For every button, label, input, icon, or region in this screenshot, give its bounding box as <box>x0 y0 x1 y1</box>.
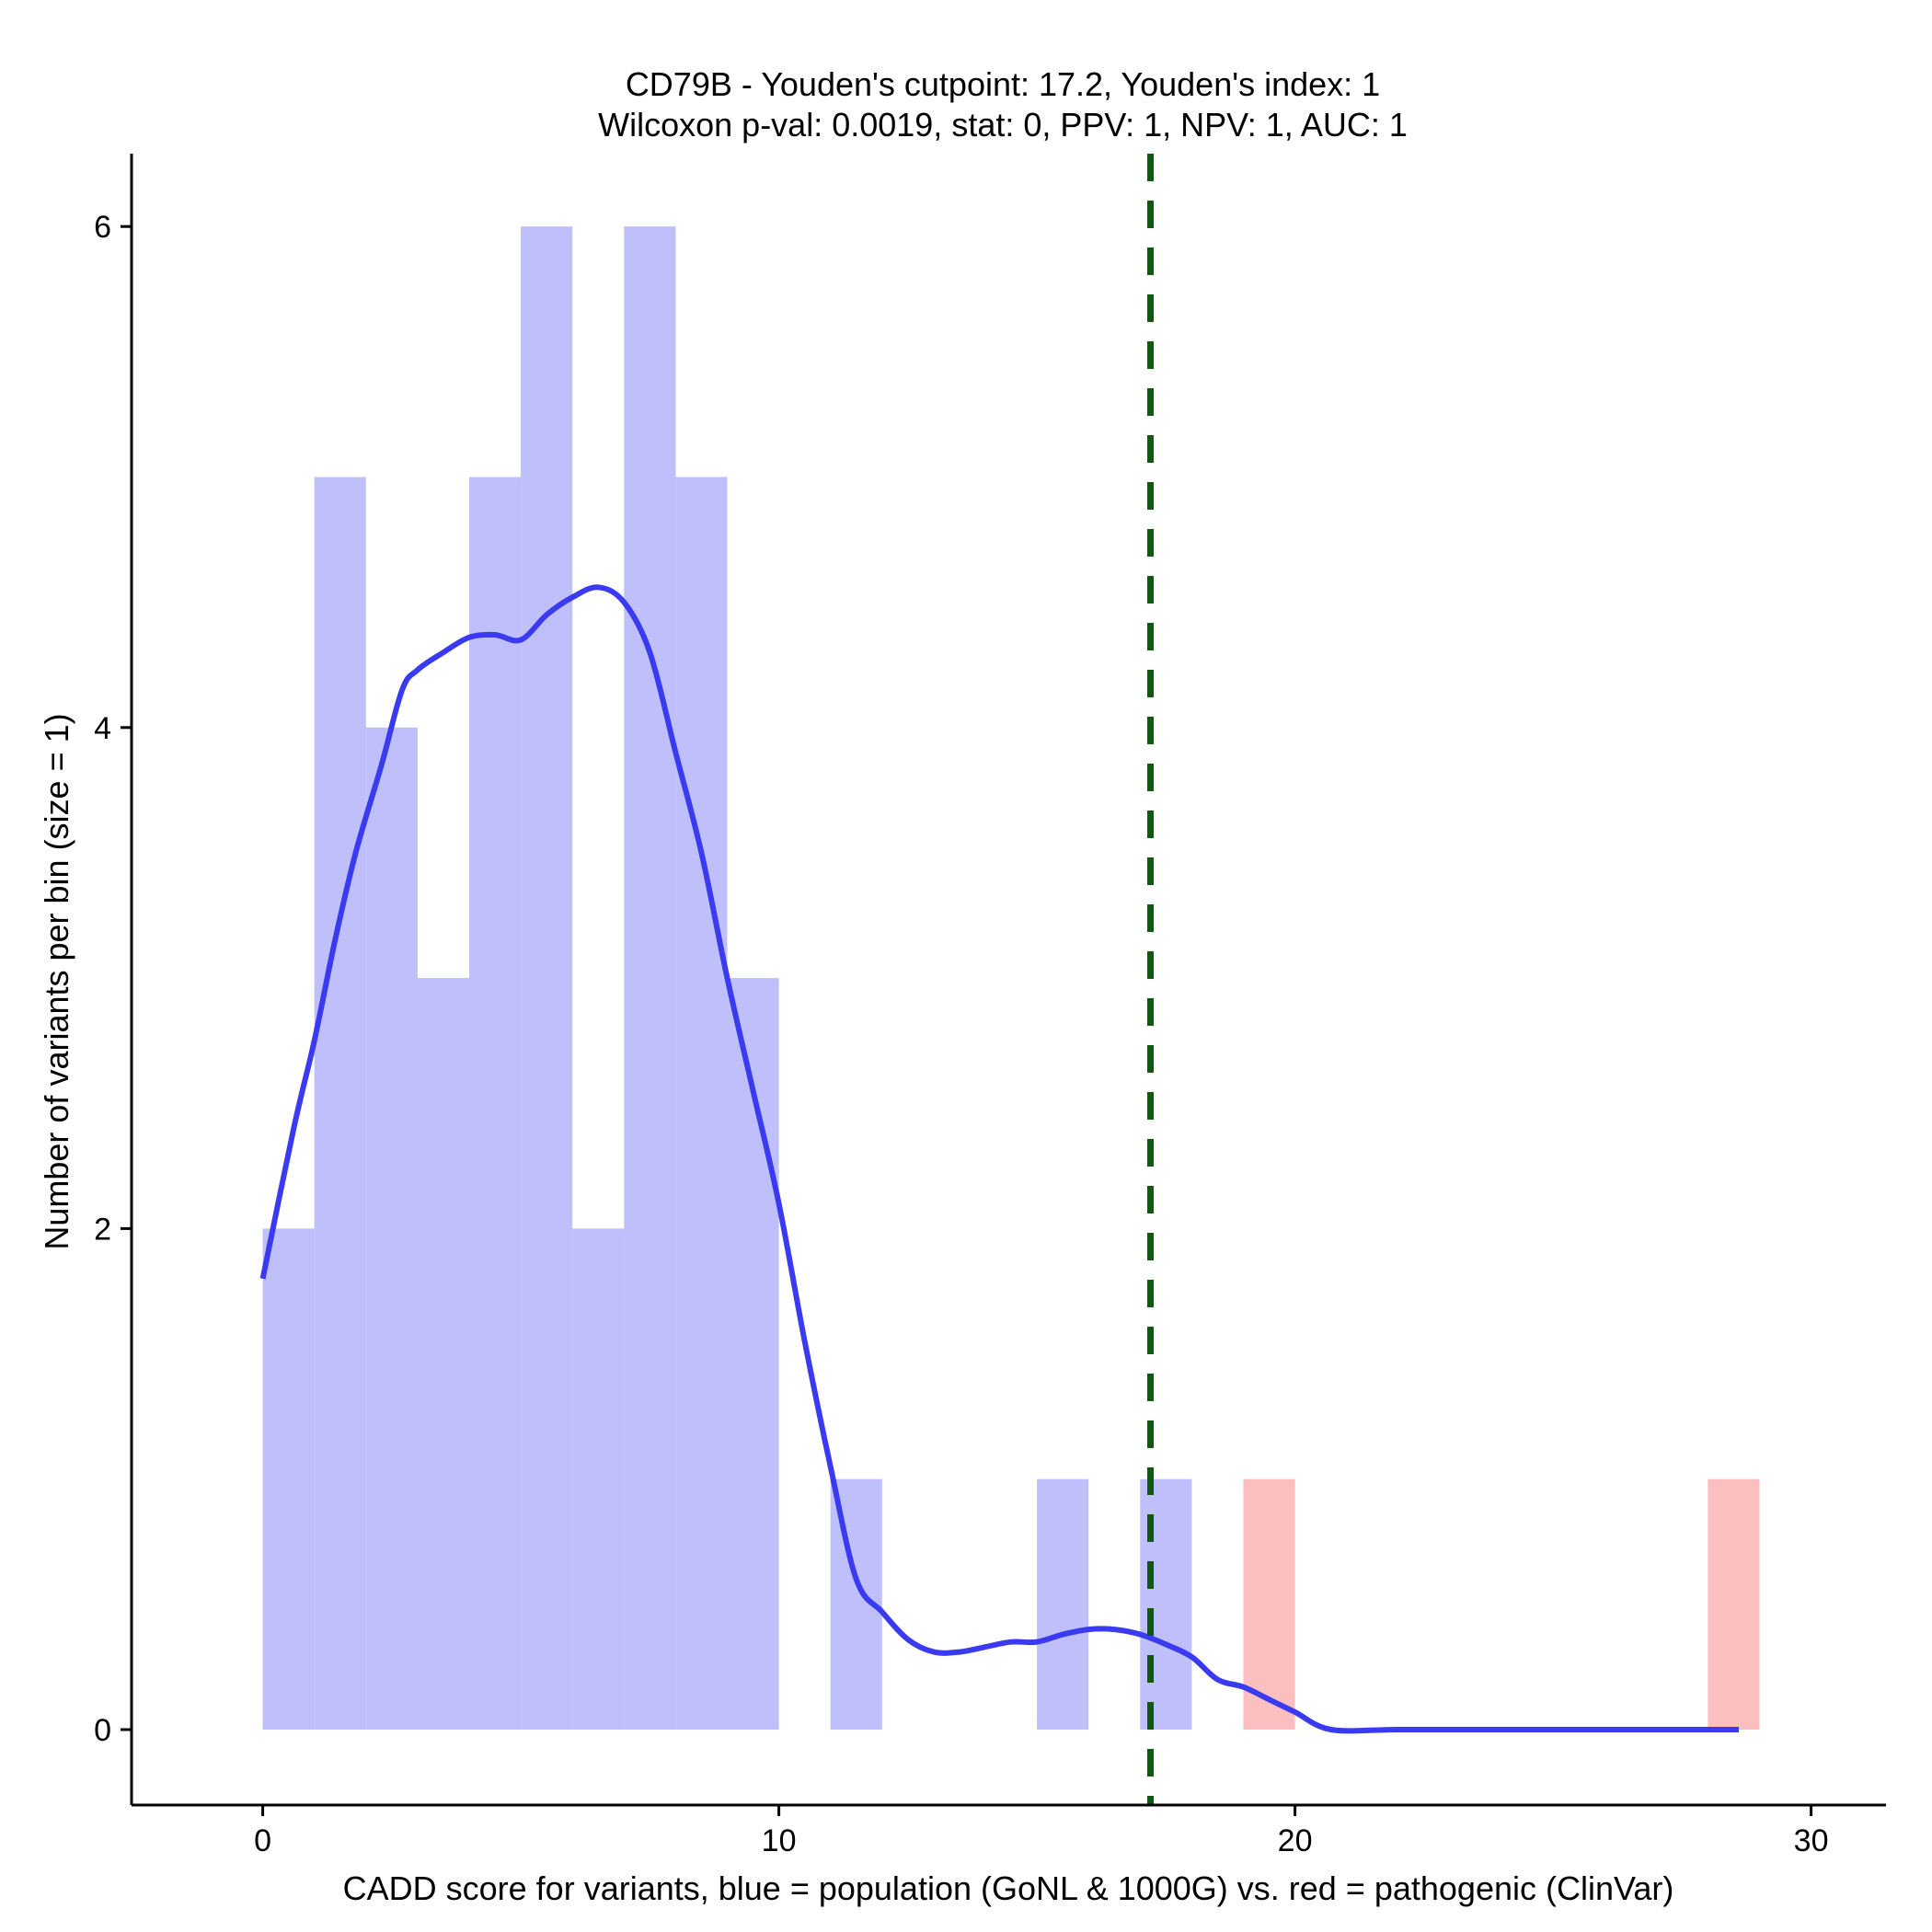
y-tick-label: 4 <box>94 711 111 746</box>
density-layer <box>259 584 1740 1734</box>
chart-subtitle: Wilcoxon p-val: 0.0019, stat: 0, PPV: 1,… <box>598 106 1408 144</box>
density-curve <box>259 584 1740 1734</box>
y-ticks: 0 2 4 6 <box>94 210 132 1748</box>
population-bar <box>1037 1478 1089 1730</box>
x-tick-label: 30 <box>1794 1823 1829 1858</box>
y-tick-label: 6 <box>94 210 111 245</box>
population-bar <box>521 226 573 1731</box>
population-bar <box>572 1228 625 1730</box>
y-axis-label: Number of variants per bin (size = 1) <box>38 713 75 1249</box>
population-bar <box>675 477 728 1730</box>
x-axis-label: CADD score for variants, blue = populati… <box>343 1869 1674 1907</box>
population-bar <box>727 978 779 1730</box>
population-bar <box>624 226 676 1731</box>
population-bar <box>365 727 418 1730</box>
population-bar <box>262 1228 315 1730</box>
x-ticks: 0 10 20 30 <box>254 1805 1829 1858</box>
y-tick-label: 2 <box>94 1212 111 1247</box>
population-bar <box>314 477 366 1730</box>
population-bar <box>417 978 469 1730</box>
x-tick-label: 0 <box>254 1823 271 1858</box>
x-tick-label: 20 <box>1278 1823 1313 1858</box>
chart-title: CD79B - Youden's cutpoint: 17.2, Youden'… <box>626 65 1380 103</box>
pathogenic-bar <box>1708 1478 1760 1730</box>
x-tick-label: 10 <box>762 1823 797 1858</box>
bars-layer <box>262 226 1760 1731</box>
y-tick-label: 0 <box>94 1713 111 1748</box>
population-bar <box>469 477 522 1730</box>
